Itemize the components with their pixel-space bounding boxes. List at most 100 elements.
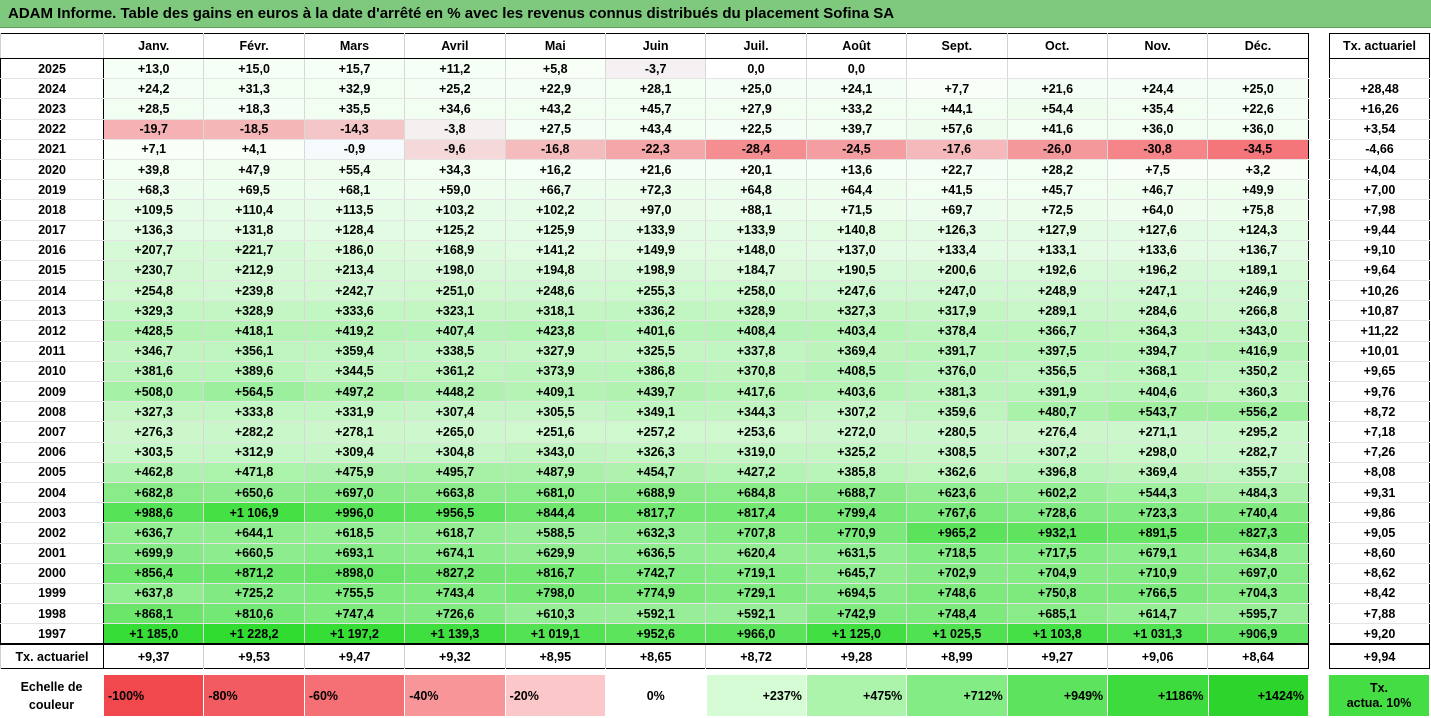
value-cell: +57,6 (906, 119, 1008, 140)
value-cell: +125,9 (504, 220, 606, 241)
value-cell: +965,2 (906, 522, 1008, 544)
value-cell: +487,9 (504, 462, 606, 483)
value-cell: +356,1 (203, 341, 305, 362)
year-cell: 2008 (0, 401, 104, 423)
year-cell: 2010 (0, 361, 104, 383)
value-cell: -26,0 (1006, 139, 1108, 160)
value-cell: +7,1 (102, 139, 204, 160)
table-row: 2011 +346,7 +356,1 +359,4 +338,5 +327,9 +325,5… (0, 341, 1309, 362)
actuarial-rate-cell: +9,31 (1329, 482, 1430, 504)
color-scale-swatch: -80% (203, 675, 304, 716)
side-row: +7,88 (1329, 603, 1430, 625)
value-cell: +253,6 (705, 421, 807, 443)
value-cell: +68,3 (102, 179, 204, 201)
value-cell: +247,6 (805, 280, 907, 302)
value-cell: +349,1 (604, 401, 706, 423)
value-cell: +497,2 (303, 381, 405, 403)
year-cell: 1999 (0, 583, 104, 605)
value-cell: +45,7 (1006, 179, 1108, 201)
value-cell: +72,3 (604, 179, 706, 201)
value-cell: +364,3 (1106, 320, 1208, 342)
value-cell: +54,4 (1006, 98, 1108, 120)
year-cell: 2018 (0, 199, 104, 221)
value-cell: +69,5 (203, 179, 305, 201)
actuarial-rate-cell: +8,08 (1329, 462, 1430, 483)
value-cell: +271,1 (1106, 421, 1208, 443)
value-cell: +230,7 (102, 260, 204, 282)
value-cell: +1 125,0 (805, 623, 907, 645)
total-value-cell: +8,65 (604, 642, 706, 669)
value-cell: +22,9 (504, 78, 606, 100)
value-cell: +282,7 (1207, 442, 1309, 463)
year-cell: 2002 (0, 522, 104, 544)
color-scale-actuarial-swatch: Tx. actua. 10% (1329, 675, 1429, 716)
value-cell: +663,8 (404, 482, 506, 504)
value-cell: +1 197,2 (303, 623, 405, 645)
value-cell: +766,5 (1106, 583, 1208, 605)
value-cell: +328,9 (705, 300, 807, 322)
value-cell: +7,7 (906, 78, 1008, 100)
color-scale-swatch-label: +949% (1063, 688, 1104, 703)
value-cell (1106, 58, 1208, 80)
actuarial-swatch-line2: actua. 10% (1346, 695, 1412, 710)
value-cell: +389,6 (203, 361, 305, 383)
value-cell: 0,0 (705, 58, 807, 80)
value-cell: +906,9 (1207, 623, 1309, 645)
value-cell: +898,0 (303, 563, 405, 584)
year-cell: 2012 (0, 320, 104, 342)
value-cell: +717,5 (1006, 543, 1108, 564)
side-header-row: Tx. actuariel (1329, 33, 1430, 59)
value-cell: +810,6 (203, 603, 305, 625)
value-cell: +24,4 (1106, 78, 1208, 100)
value-cell: +136,7 (1207, 240, 1309, 261)
value-cell: +710,9 (1106, 563, 1208, 584)
value-cell: +13,0 (102, 58, 204, 80)
table-row: 1998 +868,1 +810,6 +747,4 +726,6 +610,3 +592,1… (0, 603, 1309, 625)
value-cell: +59,0 (404, 179, 506, 201)
value-cell: +361,2 (404, 361, 506, 383)
value-cell: +385,8 (805, 462, 907, 483)
value-cell: +684,8 (705, 482, 807, 504)
value-cell: +1 025,5 (906, 623, 1008, 645)
value-cell: +623,6 (906, 482, 1008, 504)
value-cell: +816,7 (504, 563, 606, 584)
year-cell: 2011 (0, 341, 104, 362)
value-cell: +401,6 (604, 320, 706, 342)
actuarial-rate-cell: +11,22 (1329, 320, 1430, 342)
value-cell: +634,8 (1207, 543, 1309, 564)
value-cell: +280,5 (906, 421, 1008, 443)
month-header-7: Août (805, 33, 907, 59)
value-cell: +564,5 (203, 381, 305, 403)
color-scale-label-line2: couleur (28, 697, 75, 712)
color-scale-swatch-label: +712% (963, 688, 1003, 703)
value-cell: +32,9 (303, 78, 405, 100)
value-cell: +693,1 (303, 543, 405, 564)
side-row: +9,65 (1329, 361, 1430, 383)
value-cell: +817,7 (604, 502, 706, 524)
month-header-4: Mai (504, 33, 606, 59)
side-row: +7,98 (1329, 199, 1430, 221)
table-row: 2010 +381,6 +389,6 +344,5 +361,2 +373,9 +386,8… (0, 361, 1309, 383)
actuarial-rate-cell: +10,26 (1329, 280, 1430, 302)
value-cell: +133,1 (1006, 240, 1108, 261)
color-scale-swatch: +949% (1006, 675, 1108, 716)
value-cell: +257,2 (604, 421, 706, 443)
value-cell: +637,8 (102, 583, 204, 605)
value-cell: +318,1 (504, 300, 606, 322)
table-row: 2015 +230,7 +212,9 +213,4 +198,0 +194,8 +198,9… (0, 260, 1309, 282)
value-cell: +343,0 (1207, 320, 1309, 342)
value-cell: +127,6 (1106, 220, 1208, 241)
value-cell: +126,3 (906, 220, 1008, 241)
value-cell: +636,7 (102, 522, 204, 544)
side-row: +4,04 (1329, 159, 1430, 181)
value-cell: +988,6 (102, 502, 204, 524)
value-cell: +64,0 (1106, 199, 1208, 221)
value-cell: +1 185,0 (102, 623, 204, 645)
side-row: +7,00 (1329, 179, 1430, 201)
value-cell: +956,5 (404, 502, 506, 524)
side-header-cell: Tx. actuariel (1329, 33, 1430, 59)
color-scale-swatch: +712% (906, 675, 1007, 716)
value-cell: +346,7 (102, 341, 204, 362)
value-cell: +127,9 (1006, 220, 1108, 241)
color-scale-swatch-label: -100% (108, 688, 145, 703)
